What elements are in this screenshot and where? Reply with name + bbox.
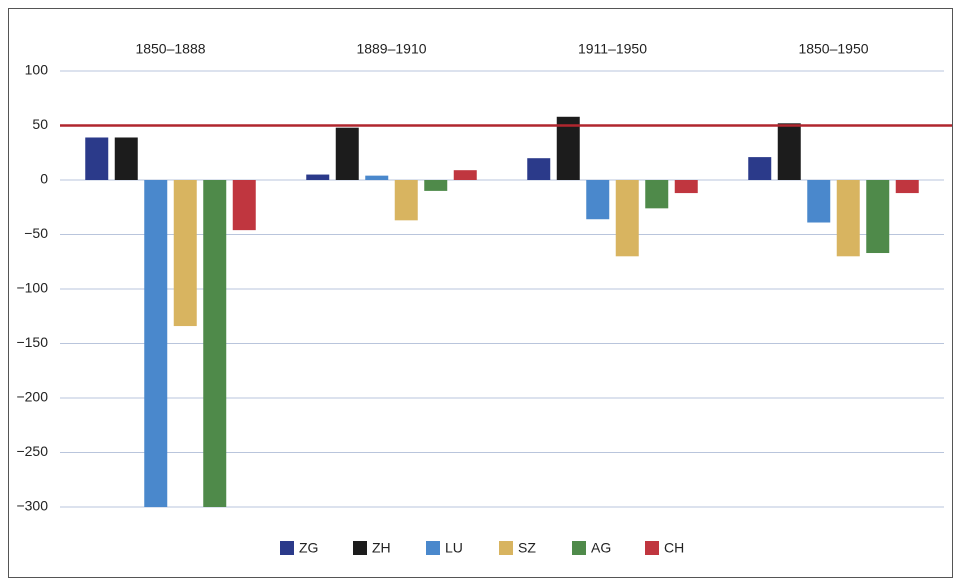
legend-swatch: [426, 541, 440, 555]
bar: [674, 180, 698, 194]
y-tick-label: 0: [40, 171, 48, 187]
bar: [335, 127, 359, 180]
bar: [453, 170, 477, 180]
bar: [586, 180, 610, 220]
y-tick-label: 100: [25, 62, 49, 78]
bar: [615, 180, 639, 257]
bar: [85, 137, 109, 180]
bar: [645, 180, 669, 209]
bar: [527, 158, 551, 180]
legend-swatch: [499, 541, 513, 555]
category-label: 1850–1888: [135, 41, 205, 57]
y-tick-label: −150: [16, 334, 48, 350]
bar: [232, 180, 256, 231]
legend-label: ZH: [372, 540, 391, 556]
legend-label: CH: [664, 540, 684, 556]
y-tick-label: −250: [16, 443, 48, 459]
y-tick-label: −50: [24, 225, 48, 241]
legend-label: ZG: [299, 540, 318, 556]
legend-swatch: [353, 541, 367, 555]
bar: [114, 137, 138, 180]
legend-swatch: [645, 541, 659, 555]
category-label: 1911–1950: [578, 41, 647, 57]
bar: [748, 157, 772, 180]
legend-label: SZ: [518, 540, 536, 556]
bar: [144, 180, 168, 507]
bar: [895, 180, 919, 194]
category-label: 1889–1910: [356, 41, 426, 57]
legend-swatch: [280, 541, 294, 555]
y-tick-label: −200: [16, 389, 48, 405]
y-tick-label: −100: [16, 280, 48, 296]
category-label: 1850–1950: [798, 41, 868, 57]
bar: [173, 180, 197, 327]
legend-swatch: [572, 541, 586, 555]
y-tick-label: 50: [32, 116, 48, 132]
bar: [777, 123, 801, 180]
bar: [836, 180, 860, 257]
y-tick-label: −300: [16, 498, 48, 514]
bar: [866, 180, 890, 254]
legend-label: LU: [445, 540, 463, 556]
bar: [365, 175, 389, 180]
bar: [807, 180, 831, 223]
bar: [306, 174, 330, 180]
bar: [556, 116, 580, 180]
bar: [424, 180, 448, 191]
bar: [394, 180, 418, 221]
bar: [203, 180, 227, 507]
legend-label: AG: [591, 540, 611, 556]
